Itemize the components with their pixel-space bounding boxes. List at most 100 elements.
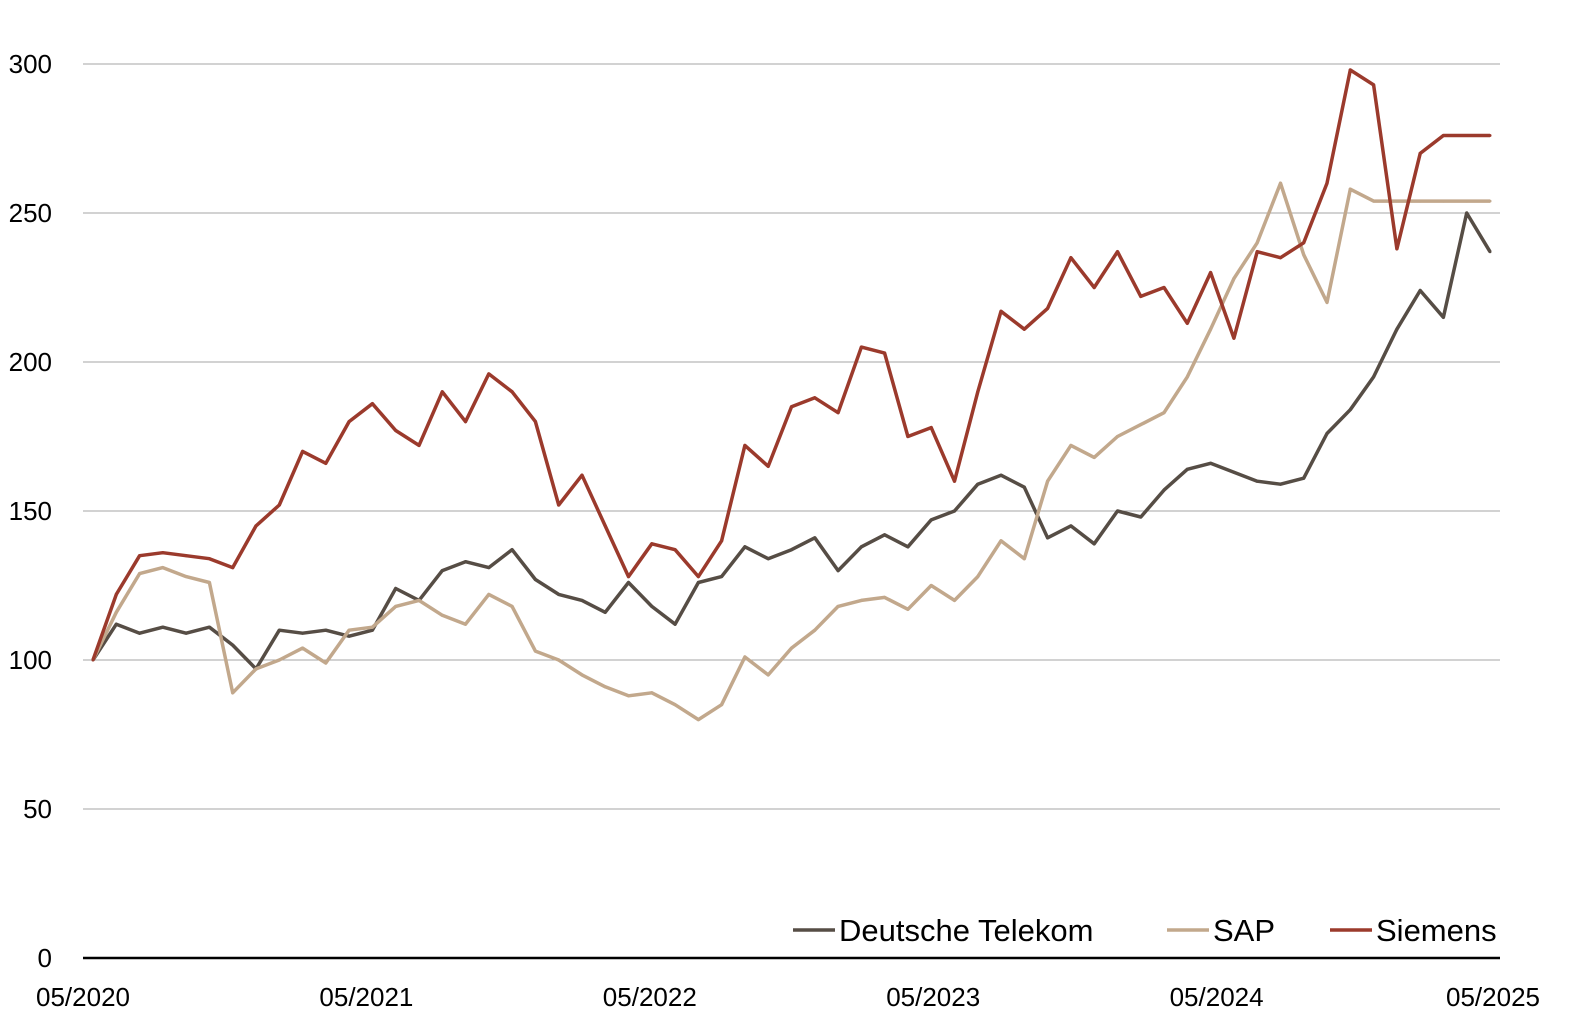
data-point xyxy=(743,443,747,447)
data-point xyxy=(207,625,211,629)
data-point xyxy=(883,533,887,537)
data-point xyxy=(277,628,281,632)
x-tick-label: 05/2020 xyxy=(36,982,130,1012)
data-point xyxy=(324,661,328,665)
data-point xyxy=(1395,199,1399,203)
data-point xyxy=(1185,321,1189,325)
data-point xyxy=(976,575,980,579)
data-point xyxy=(464,622,468,626)
data-point xyxy=(161,566,165,570)
data-point xyxy=(1162,488,1166,492)
data-point xyxy=(1092,286,1096,289)
data-point xyxy=(976,482,980,486)
data-point xyxy=(720,703,724,707)
data-point xyxy=(603,685,607,689)
data-point xyxy=(277,658,281,662)
data-point xyxy=(301,646,305,650)
data-point xyxy=(1209,327,1213,331)
data-point xyxy=(836,411,840,415)
data-point xyxy=(1092,455,1096,459)
data-point xyxy=(301,449,305,453)
data-point xyxy=(813,628,817,632)
data-point xyxy=(138,572,142,576)
data-point xyxy=(1465,134,1469,138)
data-point xyxy=(440,390,444,394)
data-point xyxy=(1022,327,1026,331)
data-point xyxy=(673,703,677,707)
data-point xyxy=(207,581,211,585)
data-point xyxy=(696,575,700,579)
data-point xyxy=(1418,151,1422,155)
data-point xyxy=(627,575,631,579)
data-point xyxy=(557,592,561,596)
data-point xyxy=(557,503,561,507)
data-point xyxy=(1418,288,1422,292)
data-point xyxy=(859,545,863,549)
data-point xyxy=(510,604,514,608)
data-point xyxy=(487,372,491,376)
data-point xyxy=(1232,336,1236,340)
data-point xyxy=(1069,256,1073,260)
data-point xyxy=(790,548,793,552)
data-point xyxy=(207,557,211,561)
data-point xyxy=(1348,187,1352,191)
data-point xyxy=(114,622,118,626)
data-point xyxy=(883,351,887,355)
data-point xyxy=(161,551,165,555)
data-point xyxy=(650,604,654,608)
data-point xyxy=(114,592,118,596)
data-point xyxy=(1278,482,1282,486)
data-point xyxy=(347,634,351,638)
data-point xyxy=(1302,476,1306,480)
data-point xyxy=(1115,250,1119,254)
data-point xyxy=(1372,199,1376,203)
data-point xyxy=(580,473,584,477)
data-point xyxy=(673,622,677,626)
data-point xyxy=(929,426,933,430)
data-point xyxy=(1325,300,1329,304)
data-point xyxy=(324,628,328,632)
data-point xyxy=(650,691,654,695)
legend: Deutsche Telekom SAP Siemens xyxy=(793,913,1497,948)
data-point xyxy=(1022,557,1026,561)
data-point xyxy=(557,658,561,662)
data-point xyxy=(1488,250,1492,254)
data-point xyxy=(813,396,817,400)
data-point xyxy=(510,390,514,394)
data-point xyxy=(1488,199,1492,203)
data-point xyxy=(859,598,863,602)
data-point xyxy=(627,581,631,585)
data-point xyxy=(394,604,398,608)
data-point xyxy=(813,536,817,540)
data-point xyxy=(743,655,747,659)
y-tick-label: 0 xyxy=(38,943,52,973)
series-lines xyxy=(91,68,1492,722)
x-tick-label: 05/2022 xyxy=(603,982,697,1012)
data-point xyxy=(254,524,258,528)
data-point xyxy=(603,524,607,528)
y-tick-label: 150 xyxy=(9,496,52,526)
data-point xyxy=(533,420,537,424)
legend-label: SAP xyxy=(1213,913,1275,948)
data-point xyxy=(184,575,188,579)
data-point xyxy=(906,435,910,438)
data-point xyxy=(859,345,863,349)
legend-label: Siemens xyxy=(1376,913,1497,948)
y-tick-label: 100 xyxy=(9,645,52,675)
data-point xyxy=(510,548,514,552)
data-point xyxy=(906,545,910,549)
data-point xyxy=(1046,306,1050,310)
data-point xyxy=(1185,467,1189,471)
data-point xyxy=(533,649,537,653)
series-line-deutsche-telekom xyxy=(91,211,1492,671)
y-tick-label: 250 xyxy=(9,198,52,228)
data-point xyxy=(999,309,1003,313)
data-point xyxy=(347,628,351,632)
legend-label: Deutsche Telekom xyxy=(839,913,1093,948)
data-point xyxy=(1139,515,1143,519)
y-tick-label: 50 xyxy=(23,794,52,824)
data-point xyxy=(836,569,840,573)
x-tick-label: 05/2024 xyxy=(1170,982,1264,1012)
